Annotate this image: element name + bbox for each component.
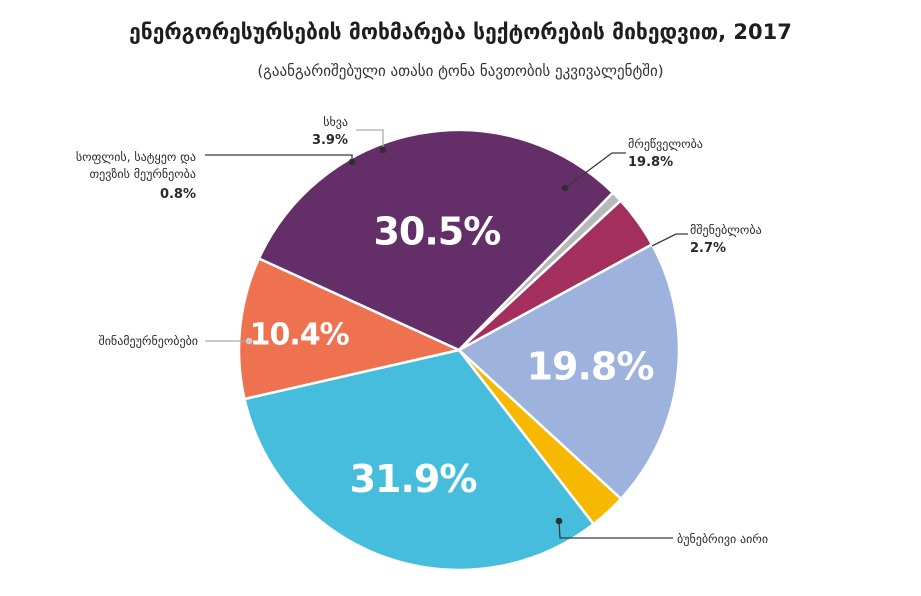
slice-7-leader-dot bbox=[379, 146, 387, 154]
slice-5-leader-dot bbox=[245, 337, 253, 345]
slice-4-inner-label: 10.4% bbox=[250, 317, 350, 352]
slice-7-label: სხვა bbox=[323, 115, 348, 129]
slice-7-leader-line bbox=[356, 129, 384, 150]
slice-7-value-label: 3.9% bbox=[312, 133, 348, 148]
slice-1-wedge bbox=[457, 243, 681, 501]
slice-5-wedge bbox=[257, 128, 615, 352]
chart-title: ენერგორესურსების მოხმარება სექტორების მი… bbox=[129, 20, 792, 44]
slice-5-inner-label: 30.5% bbox=[373, 210, 500, 254]
slice-3-leader-dot bbox=[555, 517, 563, 525]
slice-5-label: შინამეურნეობები bbox=[99, 334, 199, 348]
slice-4-wedge bbox=[237, 257, 461, 401]
slice-2-leader-line bbox=[651, 233, 688, 247]
slice-1-inner-label: 19.8% bbox=[527, 345, 654, 389]
slice-3-inner-label: 31.9% bbox=[350, 457, 477, 501]
slice-3-wedge bbox=[243, 348, 595, 572]
slice-6-label-line-2: თევზის მეურნეობა bbox=[90, 167, 196, 181]
chart-subtitle: (გაანგარიშებული ათასი ტონა ნავთობის ეკვი… bbox=[257, 62, 664, 80]
slice-6-label-line-1: სოფლის, სატყეო და bbox=[76, 150, 196, 164]
slice-3-leader-line bbox=[558, 520, 673, 539]
slice-2-value-label: 2.7% bbox=[690, 241, 726, 256]
slice-1-value-label: 19.8% bbox=[628, 155, 673, 170]
slice-3-label: ბუნებრივი აირი bbox=[677, 532, 768, 546]
slice-1-leader-dot bbox=[561, 184, 569, 192]
slice-2-label: მშენებლობა bbox=[690, 223, 762, 237]
slice-6-leader-line bbox=[205, 154, 353, 162]
slice-1-leader-line bbox=[564, 152, 626, 189]
slice-6-leader-dot bbox=[348, 158, 356, 166]
slice-6-value-label: 0.8% bbox=[160, 187, 196, 202]
slice-1-label: მრეწველობა bbox=[628, 137, 703, 151]
slice-7-wedge bbox=[457, 199, 654, 352]
